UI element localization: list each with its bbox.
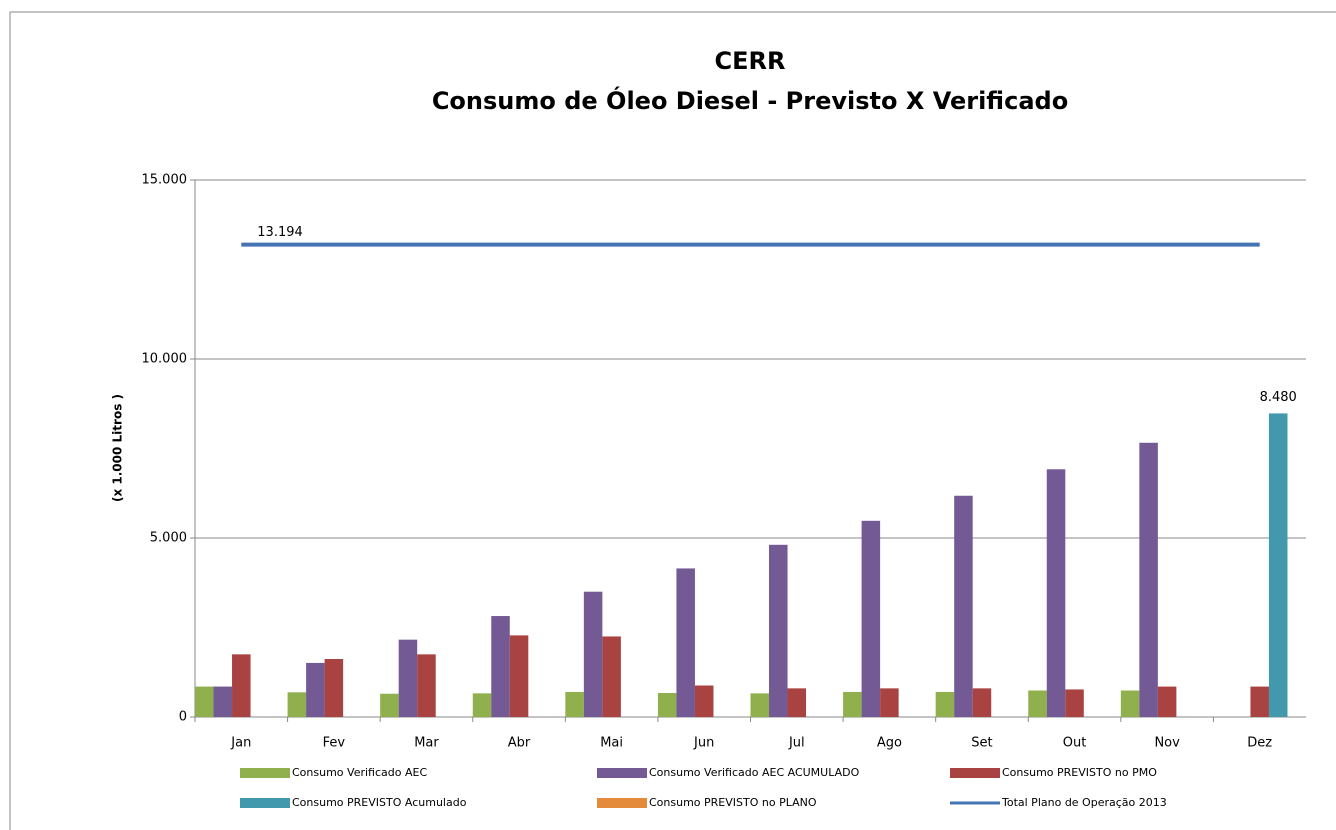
legend-label: Consumo Verificado AEC ACUMULADO xyxy=(649,766,860,779)
y-tick-label: 5.000 xyxy=(150,531,187,546)
legend-label: Consumo PREVISTO no PMO xyxy=(1002,766,1157,779)
y-tick-label: 15.000 xyxy=(142,173,188,188)
bar xyxy=(509,635,529,717)
legend-swatch xyxy=(240,768,290,778)
data-label: 8.480 xyxy=(1260,390,1297,405)
legend-swatch xyxy=(240,798,290,808)
bar xyxy=(380,693,399,717)
bar xyxy=(843,691,862,717)
y-tick-label: 10.000 xyxy=(142,352,188,367)
legend-label: Consumo PREVISTO Acumulado xyxy=(292,796,467,809)
bar xyxy=(1250,686,1269,717)
bar xyxy=(583,591,603,717)
y-axis-label: (x 1.000 Litros ) xyxy=(111,394,125,502)
x-tick-label: Mai xyxy=(600,736,623,751)
data-label: 13.194 xyxy=(257,225,303,240)
bar xyxy=(935,691,955,717)
bar xyxy=(880,688,899,717)
x-tick-label: Jul xyxy=(788,736,805,751)
bar xyxy=(1139,442,1158,717)
bar xyxy=(1268,413,1288,717)
x-tick-label: Jan xyxy=(230,736,251,751)
x-tick-label: Ago xyxy=(877,736,902,751)
x-tick-label: Dez xyxy=(1247,736,1272,751)
legend-swatch xyxy=(950,768,1000,778)
bar xyxy=(565,691,584,717)
bar xyxy=(1120,690,1140,717)
x-tick-label: Nov xyxy=(1154,736,1180,751)
bar xyxy=(1028,690,1047,717)
bar xyxy=(769,544,788,717)
bar xyxy=(750,693,770,717)
x-tick-label: Set xyxy=(971,736,992,751)
bar xyxy=(491,616,510,717)
bar xyxy=(972,688,992,717)
bar xyxy=(232,654,251,717)
bar xyxy=(694,685,714,717)
bar xyxy=(1046,469,1066,717)
bar xyxy=(417,654,436,717)
bar xyxy=(602,636,621,717)
legend-swatch xyxy=(597,798,647,808)
chart-title: CERR xyxy=(715,47,786,75)
bar xyxy=(324,659,344,717)
bar xyxy=(861,520,881,717)
y-tick-label: 0 xyxy=(179,710,187,725)
bar xyxy=(398,639,418,717)
bar xyxy=(287,692,307,717)
bar xyxy=(1157,686,1177,717)
legend-label: Consumo Verificado AEC xyxy=(292,766,427,779)
legend-swatch xyxy=(597,768,647,778)
x-tick-label: Jun xyxy=(693,736,714,751)
legend-label: Consumo PREVISTO no PLANO xyxy=(649,796,817,809)
chart-subtitle: Consumo de Óleo Diesel - Previsto X Veri… xyxy=(432,85,1068,115)
legend-label: Total Plano de Operação 2013 xyxy=(1001,796,1167,809)
bar xyxy=(676,568,695,717)
bar xyxy=(954,495,973,717)
bar xyxy=(657,693,677,717)
x-tick-label: Out xyxy=(1063,736,1087,751)
x-tick-label: Fev xyxy=(323,736,346,751)
bar xyxy=(472,693,492,717)
bar xyxy=(787,688,807,717)
bar xyxy=(306,662,325,717)
bar xyxy=(213,686,233,717)
bar xyxy=(195,686,214,717)
x-tick-label: Abr xyxy=(508,736,531,751)
bar xyxy=(1065,689,1084,717)
x-tick-label: Mar xyxy=(414,736,439,751)
